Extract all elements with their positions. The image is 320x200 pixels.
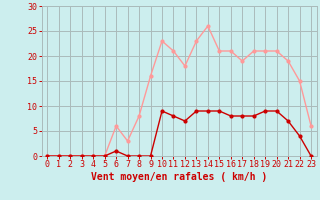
X-axis label: Vent moyen/en rafales ( km/h ): Vent moyen/en rafales ( km/h ) [91,172,267,182]
